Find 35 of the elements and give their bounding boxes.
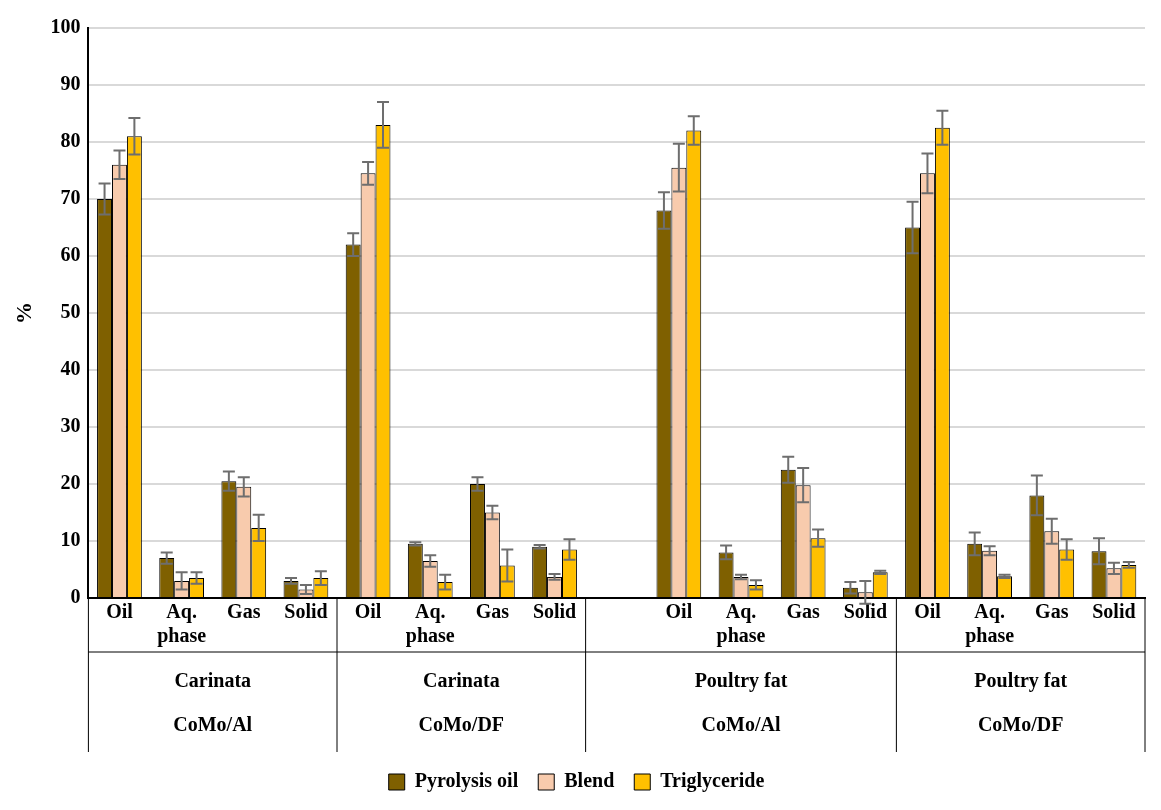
y-tick-label: 70	[60, 186, 81, 209]
legend-label: Blend	[564, 769, 615, 792]
x-tick-label: Solid	[1092, 600, 1136, 623]
legend-label: Pyrolysis oil	[414, 769, 519, 793]
x-tick-label: Aq. phase	[405, 600, 455, 648]
x-tick-label: Aq. phase	[716, 600, 766, 648]
y-tick-label: 50	[60, 300, 81, 323]
x-tick-label: Solid	[532, 600, 577, 623]
x-tick-label: Solid	[843, 600, 887, 623]
y-tick-label: 60	[60, 243, 81, 266]
x-tick-label: Gas	[1035, 600, 1069, 623]
text: Carinata CoMo/Al	[173, 669, 253, 736]
y-axis-title: %	[10, 302, 36, 324]
x-tick-label: Solid	[284, 600, 328, 623]
x-tick-label: Gas	[227, 600, 261, 623]
x-tick-label: Oil	[106, 600, 134, 623]
x-tick-label: Gas	[786, 600, 821, 623]
x-tick-label: Oil	[914, 600, 942, 623]
legend-label: Triglyceride	[660, 769, 765, 793]
y-tick-label: 100	[50, 15, 81, 38]
y-tick-label: 90	[60, 72, 81, 95]
y-tick-label: 40	[60, 357, 81, 380]
x-tick-label: Aq. phase	[157, 600, 207, 648]
y-tick-label: 20	[60, 471, 81, 494]
x-tick-label: Gas	[475, 600, 510, 623]
text: Poultry fat CoMo/DF	[974, 669, 1068, 736]
text: Poultry fat CoMo/Al	[694, 669, 788, 736]
x-tick-label: Oil	[354, 600, 382, 623]
text: Carinata CoMo/DF	[418, 669, 505, 736]
y-tick-label: 0	[70, 585, 81, 608]
y-tick-label: 30	[60, 414, 81, 437]
x-tick-label: Oil	[665, 600, 693, 623]
y-tick-label: 10	[60, 528, 81, 551]
x-tick-label: Aq. phase	[965, 600, 1015, 648]
y-tick-label: 80	[60, 129, 81, 152]
